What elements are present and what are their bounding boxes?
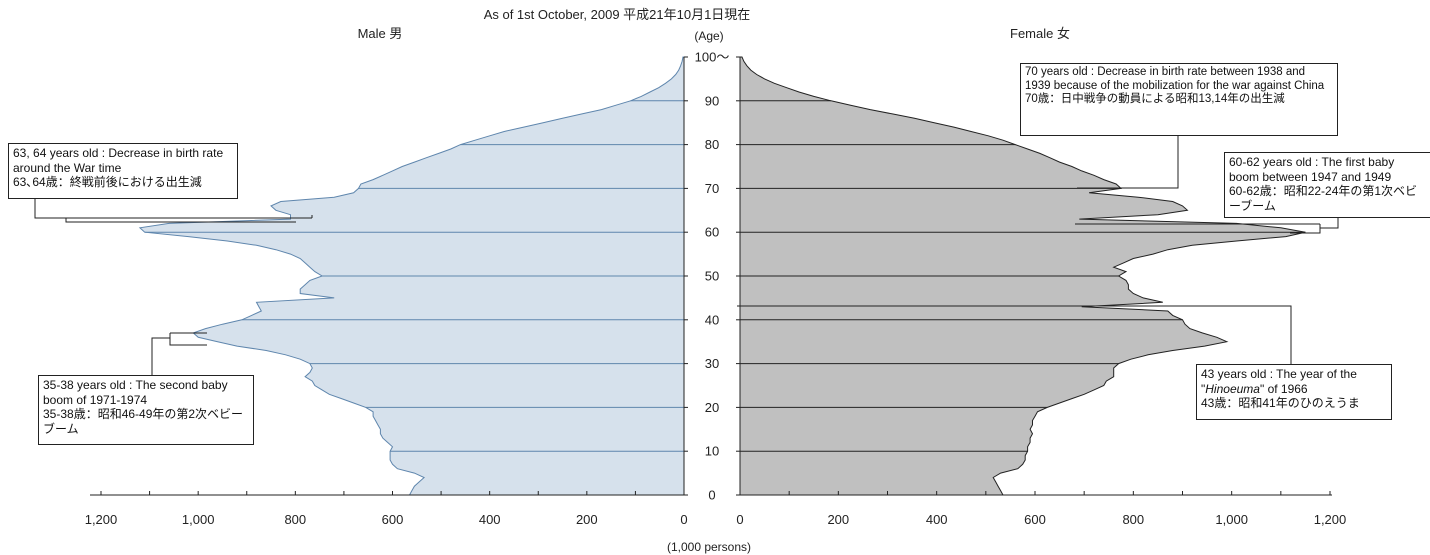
annotation-female-43: 43 years old : The year of the "Hinoeuma… <box>1196 364 1392 420</box>
male-x-tick-label: 1,200 <box>85 512 118 527</box>
annotation-male-35-38-jp: 35-38歳：昭和46-49年の第2次ベビーブーム <box>43 407 244 436</box>
annotation-female-70-jp: 70歳：日中戦争の動員による昭和13,14年の出生減 <box>1025 93 1285 105</box>
age-tick-label: 30 <box>705 356 719 371</box>
chart-title: As of 1st October, 2009 平成21年10月1日現在 <box>484 7 751 22</box>
annotation-male-63-64-en: 63, 64 years old : Decrease in birth rat… <box>13 146 224 175</box>
unit-label: (1,000 persons) <box>667 540 751 554</box>
age-tick-label: 100～ <box>695 50 730 65</box>
annotation-male-35-38: 35-38 years old : The second baby boom o… <box>38 375 254 445</box>
annotation-male-63-64: 63, 64 years old : Decrease in birth rat… <box>8 143 238 199</box>
annotation-female-43-hinoeuma: Hinoeuma <box>1205 381 1260 396</box>
age-tick-label: 90 <box>705 93 719 108</box>
age-tick-label: 50 <box>705 269 719 284</box>
age-axis-label: (Age) <box>694 29 723 43</box>
leader-female-43 <box>737 305 1292 364</box>
male-x-tick-label: 0 <box>680 512 687 527</box>
leader-female-60-62 <box>1075 218 1339 234</box>
annotation-female-43-en-post: " of 1966 <box>1259 381 1308 396</box>
annotation-leaders <box>34 136 1339 375</box>
female-x-tick-label: 1,000 <box>1215 512 1248 527</box>
female-x-tick-label: 400 <box>926 512 948 527</box>
annotation-male-63-64-jp: 63､64歳：終戦前後における出生減 <box>13 175 202 189</box>
annotation-female-70: 70 years old : Decrease in birth rate be… <box>1020 63 1338 136</box>
annotation-female-60-62: 60-62 years old : The first baby boom be… <box>1224 152 1430 218</box>
annotation-female-60-62-en: 60-62 years old : The first baby boom be… <box>1229 155 1395 184</box>
male-x-tick-label: 200 <box>576 512 598 527</box>
leader-female-70 <box>1077 136 1179 189</box>
annotation-female-43-en: 43 years old : The year of the "Hinoeuma… <box>1201 367 1387 396</box>
female-x-tick-label: 600 <box>1024 512 1046 527</box>
axes: 1,200 1,000 800 600 400 200 0 0 200 400 600 800 1,00… <box>85 50 1347 528</box>
female-x-tick-label: 1,200 <box>1314 512 1347 527</box>
age-tick-label: 60 <box>705 225 719 240</box>
male-x-tick-label: 1,000 <box>182 512 215 527</box>
age-tick-label: 10 <box>705 444 719 459</box>
age-tick-label: 70 <box>705 181 719 196</box>
leader-male-63-64 <box>34 198 313 223</box>
annotation-male-35-38-en: 35-38 years old : The second baby boom o… <box>43 378 228 407</box>
male-x-tick-label: 800 <box>284 512 306 527</box>
age-tick-label: 20 <box>705 400 719 415</box>
age-tick-label: 0 <box>708 488 715 503</box>
annotation-female-43-jp: 43歳：昭和41年のひのえうま <box>1201 396 1360 410</box>
female-x-tick-label: 800 <box>1122 512 1144 527</box>
male-axis-label: Male 男 <box>358 26 403 41</box>
female-axis-label: Female 女 <box>1010 26 1070 41</box>
age-tick-label: 40 <box>705 312 719 327</box>
age-tick-label: 80 <box>705 137 719 152</box>
male-x-tick-label: 400 <box>479 512 501 527</box>
male-x-tick-label: 600 <box>382 512 404 527</box>
annotation-female-43-en-pre: 43 years old : The year of the " <box>1201 367 1357 396</box>
leader-male-35-38 <box>151 332 207 375</box>
female-x-tick-label: 200 <box>827 512 849 527</box>
annotation-female-70-en: 70 years old : Decrease in birth rate be… <box>1025 66 1325 92</box>
annotation-female-60-62-jp: 60-62歳：昭和22-24年の第1次ベビーブーム <box>1229 184 1418 213</box>
gridlines <box>144 100 1306 452</box>
female-x-tick-label: 0 <box>736 512 743 527</box>
